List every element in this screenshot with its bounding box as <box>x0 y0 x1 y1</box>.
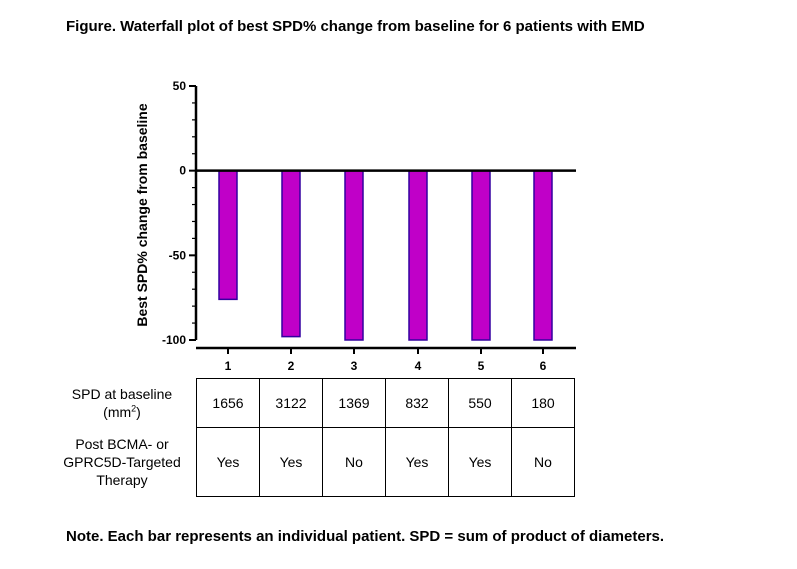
figure-title: Figure. Waterfall plot of best SPD% chan… <box>66 18 645 35</box>
y-tick-label: 0 <box>179 164 186 178</box>
table-row: SPD at baseline (mm2) 1656 3122 1369 832… <box>48 378 575 428</box>
row-label-line: Post BCMA- or <box>75 436 169 452</box>
table-cell: 180 <box>511 378 575 428</box>
y-tick-label: 50 <box>173 79 187 93</box>
table-cell: Yes <box>196 427 260 497</box>
row-label-line: Therapy <box>96 472 148 488</box>
waterfall-chart: 50 0 -50 -100 1 2 3 4 5 6 Best SPD% change from b… <box>134 79 576 373</box>
x-tick-label: 2 <box>288 359 295 373</box>
table-cell: 550 <box>448 378 512 428</box>
bar-patient-5 <box>471 169 491 341</box>
x-tick-label: 3 <box>351 359 358 373</box>
y-tick-label: -50 <box>169 248 187 262</box>
table-cell: No <box>511 427 575 497</box>
bar-patient-1 <box>218 169 238 301</box>
table-cell: Yes <box>385 427 449 497</box>
y-axis-label: Best SPD% change from baseline <box>134 103 150 327</box>
table-cell: 3122 <box>259 378 323 428</box>
bar-patient-3 <box>344 169 364 341</box>
row-label-line-end: ) <box>136 404 141 420</box>
y-tick-label: -100 <box>162 333 186 347</box>
x-tick-label: 6 <box>540 359 547 373</box>
table-cell: Yes <box>448 427 512 497</box>
x-tick-label: 1 <box>225 359 232 373</box>
table-cell: 1656 <box>196 378 260 428</box>
table-cell: Yes <box>259 427 323 497</box>
patient-table: SPD at baseline (mm2) 1656 3122 1369 832… <box>48 378 575 497</box>
bars <box>218 169 553 341</box>
x-tick-label: 5 <box>478 359 485 373</box>
axes <box>189 85 576 354</box>
row-label-line: GPRC5D-Targeted <box>63 454 181 470</box>
bar-patient-4 <box>408 169 428 341</box>
bar-patient-6 <box>533 169 553 341</box>
row-label-superscript: 2 <box>131 403 137 414</box>
row-label-line: (mm <box>103 404 132 420</box>
row-label-line: SPD at baseline <box>71 386 173 402</box>
row-label-post-therapy: Post BCMA- or GPRC5D-Targeted Therapy <box>48 428 197 497</box>
table-cell: 1369 <box>322 378 386 428</box>
x-tick-label: 4 <box>415 359 422 373</box>
row-label-spd-baseline: SPD at baseline (mm2) <box>48 379 197 428</box>
figure-note: Note. Each bar represents an individual … <box>66 528 665 545</box>
table-row: Post BCMA- or GPRC5D-Targeted Therapy Ye… <box>48 427 575 497</box>
table-cell: No <box>322 427 386 497</box>
table-cell: 832 <box>385 378 449 428</box>
tick-labels: 50 0 -50 -100 1 2 3 4 5 6 <box>162 79 547 373</box>
bar-patient-2 <box>281 169 301 338</box>
